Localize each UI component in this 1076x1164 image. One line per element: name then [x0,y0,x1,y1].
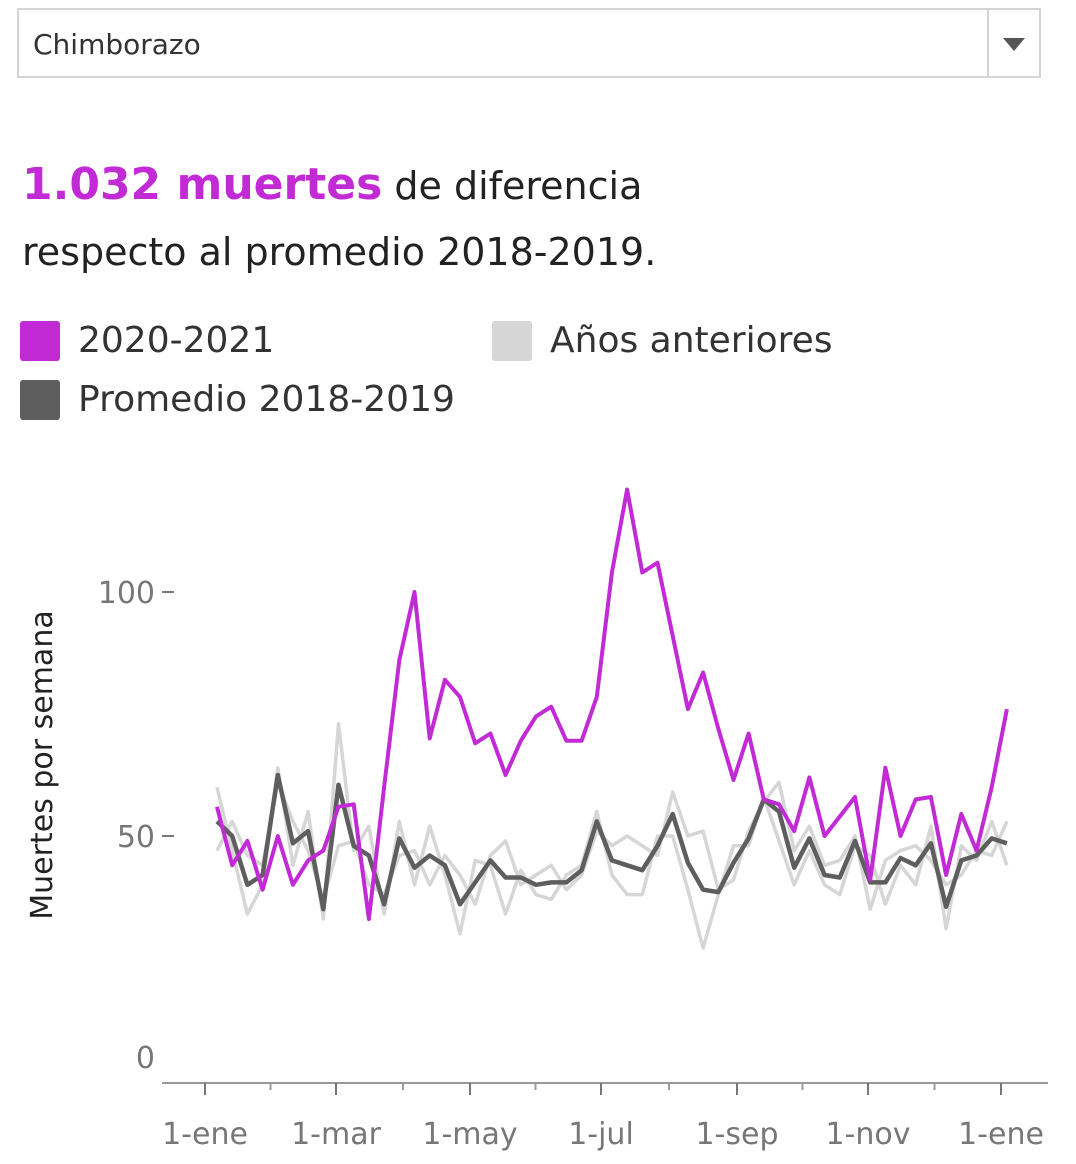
legend-swatch [492,320,532,361]
x-tick-label: 1-jul [568,1117,634,1152]
legend-label: 2020-2021 [78,320,275,361]
legend-label: Promedio 2018-2019 [78,379,455,420]
series-line-promedio-2018-2019 [215,772,1008,912]
x-tick-label: 1-may [422,1117,517,1152]
legend-label: Años anteriores [550,320,833,361]
x-tick-label: 1-nov [825,1117,910,1152]
province-dropdown[interactable]: Chimborazo [17,8,1041,78]
legend-anos-anteriores: Años anteriores [492,320,833,361]
legend-promedio: Promedio 2018-2019 [20,379,455,420]
legend-swatch [20,320,60,361]
chevron-down-icon [1003,38,1025,51]
headline-highlight: 1.032 muertes [22,159,383,210]
series-line-2020-2021 [215,487,1009,921]
series-line-2019 [215,780,1009,911]
y-tick-label: 0 [136,1041,155,1076]
x-tick-label: 1-sep [695,1117,778,1152]
y-axis-title: Muertes por semana [25,610,60,919]
headline-line2: respecto al promedio 2018-2019. [22,230,657,274]
legend-swatch [20,379,60,420]
legend-2020-2021: 2020-2021 [20,320,274,361]
headline: 1.032 muertes de diferencia respecto al … [22,152,656,285]
x-tick-label: 1-ene [958,1117,1044,1152]
headline-rest: de diferencia [394,164,643,208]
dropdown-button[interactable] [987,10,1039,76]
y-tick-label: 100 [98,576,155,611]
y-tick-label: 50 [117,820,155,855]
series-line-2018 [215,722,1009,950]
dropdown-value: Chimborazo [33,28,201,61]
x-tick-label: 1-ene [162,1117,248,1152]
x-tick-label: 1-mar [291,1117,382,1152]
